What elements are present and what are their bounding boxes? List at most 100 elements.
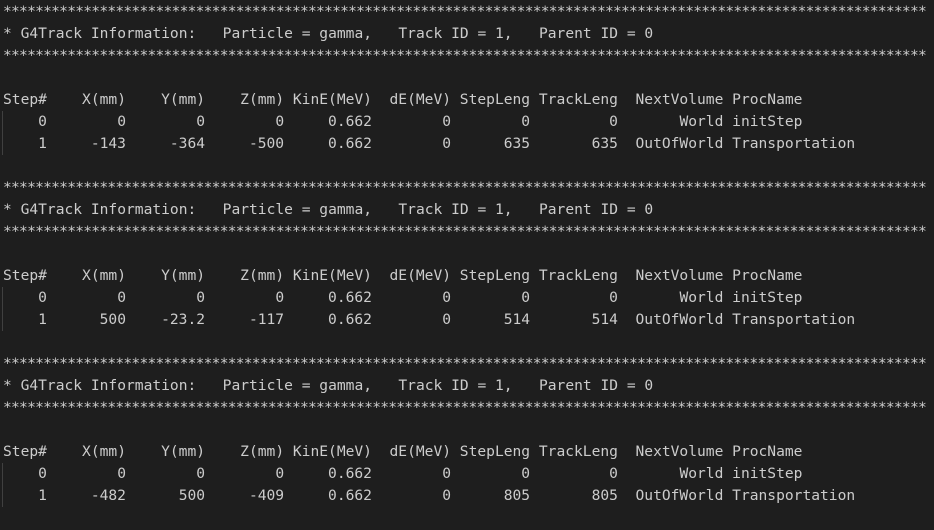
- cell-xmm: X(mm): [82, 267, 126, 284]
- separator-line: ****************************************…: [3, 179, 927, 196]
- cell-step: 0: [38, 465, 47, 482]
- cell-demev: dE(MeV): [389, 267, 452, 284]
- cell-step: 0: [38, 113, 47, 130]
- cell-procname: ProcName: [732, 91, 803, 108]
- cell-trackleng: TrackLeng: [538, 91, 618, 108]
- cell-zmm: -117: [248, 311, 285, 328]
- cell-stepleng: 0: [521, 113, 531, 130]
- cell-step: 0: [38, 289, 47, 306]
- cell-procname: ProcName: [732, 443, 803, 460]
- table-row: 1 -482 500 -409 0.662 0 805 805 OutOfWorld Transp…: [2, 485, 926, 507]
- cell-ymm: -23.2: [161, 311, 206, 328]
- cell-trackleng: 514: [591, 311, 618, 328]
- cell-zmm: Z(mm): [240, 443, 285, 460]
- cell-xmm: -482: [90, 487, 126, 504]
- cell-demev: 0: [442, 465, 452, 482]
- indent-guide: [2, 111, 3, 133]
- cell-kinemev: 0.662: [328, 311, 372, 328]
- blank-line: [3, 67, 926, 89]
- cell-ymm: 500: [178, 487, 206, 504]
- blank-line: [3, 155, 926, 177]
- cell-procname: Transportation: [732, 135, 856, 152]
- separator-line: ****************************************…: [3, 3, 927, 20]
- table-row: 1 500 -23.2 -117 0.662 0 514 514 OutOfWorld Trans…: [2, 309, 926, 331]
- cell-trackleng: TrackLeng: [538, 267, 618, 284]
- cell-demev: 0: [442, 113, 452, 130]
- cell-demev: dE(MeV): [389, 443, 452, 460]
- blank-line: [3, 331, 926, 353]
- cell-nextvolume: World: [679, 113, 724, 130]
- cell-nextvolume: World: [679, 289, 724, 306]
- cell-xmm: -143: [90, 135, 126, 152]
- cell-demev: dE(MeV): [389, 91, 452, 108]
- cell-zmm: 0: [275, 113, 285, 130]
- cell-kinemev: 0.662: [328, 487, 372, 504]
- cell-xmm: 0: [117, 465, 126, 482]
- cell-stepleng: 0: [521, 465, 531, 482]
- table-header: Step# X(mm) Y(mm) Z(mm) KinE(MeV) dE(MeV) Step…: [3, 441, 926, 463]
- cell-ymm: Y(mm): [161, 267, 206, 284]
- indent-guide: [2, 133, 3, 155]
- cell-xmm: 500: [99, 311, 126, 328]
- cell-step: Step#: [3, 91, 47, 108]
- cell-kinemev: 0.662: [328, 113, 372, 130]
- cell-zmm: 0: [275, 465, 285, 482]
- table-header: Step# X(mm) Y(mm) Z(mm) KinE(MeV) dE(MeV) Step…: [3, 265, 926, 287]
- cell-zmm: 0: [275, 289, 285, 306]
- cell-step: Step#: [3, 443, 47, 460]
- cell-ymm: 0: [196, 465, 206, 482]
- blank-line: [3, 507, 926, 529]
- cell-procname: Transportation: [732, 487, 856, 504]
- cell-kinemev: 0.662: [328, 289, 372, 306]
- cell-zmm: -500: [248, 135, 285, 152]
- cell-step: Step#: [3, 267, 47, 284]
- track-info-line: * G4Track Information: Particle = gamma,…: [3, 25, 654, 42]
- cell-zmm: -409: [248, 487, 285, 504]
- cell-stepleng: 805: [503, 487, 531, 504]
- cell-procname: initStep: [732, 465, 803, 482]
- cell-nextvolume: World: [679, 465, 724, 482]
- cell-nextvolume: NextVolume: [635, 91, 724, 108]
- cell-demev: 0: [442, 311, 452, 328]
- cell-stepleng: 635: [503, 135, 531, 152]
- separator-line: ****************************************…: [3, 355, 927, 372]
- cell-nextvolume: OutOfWorld: [635, 135, 724, 152]
- cell-nextvolume: NextVolume: [635, 443, 724, 460]
- cell-step: 1: [38, 135, 47, 152]
- cell-trackleng: 0: [609, 113, 618, 130]
- cell-stepleng: StepLeng: [459, 91, 531, 108]
- table-row: 0 0 0 0 0.662 0 0 0 World initStep: [2, 111, 926, 133]
- cell-trackleng: 0: [609, 289, 618, 306]
- blank-line: [3, 243, 926, 265]
- cell-xmm: X(mm): [82, 91, 126, 108]
- table-header: Step# X(mm) Y(mm) Z(mm) KinE(MeV) dE(MeV) Step…: [3, 89, 926, 111]
- cell-procname: initStep: [732, 289, 803, 306]
- cell-xmm: 0: [117, 289, 126, 306]
- cell-demev: 0: [442, 487, 452, 504]
- indent-guide: [2, 463, 3, 485]
- cell-kinemev: 0.662: [328, 135, 372, 152]
- cell-nextvolume: NextVolume: [635, 267, 724, 284]
- separator-line: ****************************************…: [3, 47, 927, 64]
- cell-ymm: -364: [169, 135, 206, 152]
- track-info-line: * G4Track Information: Particle = gamma,…: [3, 377, 654, 394]
- cell-trackleng: 805: [591, 487, 618, 504]
- cell-demev: 0: [442, 135, 452, 152]
- cell-zmm: Z(mm): [240, 91, 285, 108]
- cell-zmm: Z(mm): [240, 267, 285, 284]
- indent-guide: [2, 485, 3, 507]
- cell-ymm: 0: [196, 113, 206, 130]
- cell-stepleng: 514: [503, 311, 531, 328]
- table-row: 0 0 0 0 0.662 0 0 0 World initStep: [2, 287, 926, 309]
- cell-step: 1: [38, 311, 47, 328]
- cell-xmm: 0: [117, 113, 126, 130]
- indent-guide: [2, 287, 3, 309]
- blank-line: [3, 419, 926, 441]
- table-row: 1 -143 -364 -500 0.662 0 635 635 OutOfWorld Trans…: [2, 133, 926, 155]
- cell-stepleng: 0: [521, 289, 531, 306]
- separator-line: ****************************************…: [3, 223, 927, 240]
- cell-kinemev: KinE(MeV): [292, 91, 372, 108]
- cell-stepleng: StepLeng: [459, 443, 531, 460]
- cell-kinemev: KinE(MeV): [292, 443, 372, 460]
- cell-procname: Transportation: [732, 311, 856, 328]
